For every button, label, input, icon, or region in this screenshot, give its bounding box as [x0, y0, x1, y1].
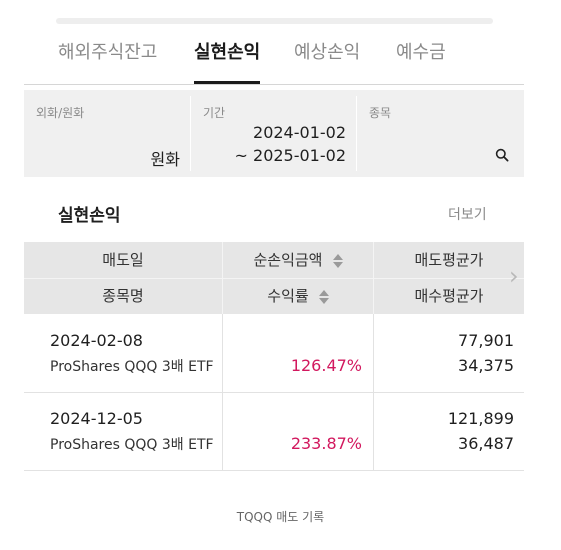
chevron-right-icon[interactable]: ›: [509, 262, 519, 290]
period-label: 기간: [203, 106, 226, 120]
row-sell-date: 2024-02-08: [50, 331, 143, 350]
section-title: 실현손익: [58, 206, 121, 226]
header-buy-avg-label: 매수평균가: [414, 287, 484, 305]
row-return-rate: 126.47%: [290, 356, 362, 375]
sort-icon[interactable]: [332, 253, 343, 269]
realized-pnl-table: 매도일 순손익금액 매도평균가 종목명 수익률 매수평균가 › 2024-02-…: [24, 242, 524, 471]
header-sell-date-label: 매도일: [102, 251, 144, 269]
more-link[interactable]: 더보기: [448, 207, 487, 223]
stock-label: 종목: [369, 106, 392, 120]
row-sell-avg: 77,901: [458, 331, 514, 350]
table-header: 매도일 순손익금액 매도평균가 종목명 수익률 매수평균가 ›: [24, 242, 524, 314]
row-sell-date: 2024-12-05: [50, 409, 143, 428]
header-stock-name: 종목명: [24, 278, 222, 314]
header-divider: [373, 242, 374, 314]
row-divider: [222, 392, 223, 470]
top-handle-bar: [56, 18, 493, 24]
row-buy-avg: 34,375: [458, 356, 514, 375]
currency-label: 외화/원화: [36, 106, 85, 120]
tab-overseas-balance[interactable]: 해외주식잔고: [58, 42, 158, 63]
row-divider: [222, 314, 223, 392]
header-sell-avg: 매도평균가: [374, 242, 524, 278]
sort-icon[interactable]: [318, 289, 329, 305]
header-buy-avg: 매수평균가: [374, 278, 524, 314]
row-sell-avg: 121,899: [447, 409, 514, 428]
header-sell-avg-label: 매도평균가: [414, 251, 484, 269]
period-end: ~ 2025-01-02: [234, 146, 346, 165]
header-divider: [222, 242, 223, 314]
period-filter[interactable]: 기간 2024-01-02 ~ 2025-01-02: [191, 90, 356, 177]
stock-filter[interactable]: 종목: [357, 90, 524, 177]
row-divider: [373, 314, 374, 392]
currency-filter[interactable]: 외화/원화 원화: [24, 90, 190, 177]
filter-divider: [190, 96, 191, 171]
header-divider: [24, 278, 524, 279]
row-return-rate: 233.87%: [290, 434, 362, 453]
table-row[interactable]: 2024-12-05 ProShares QQQ 3배 ETF 233.87% …: [24, 392, 524, 471]
search-icon[interactable]: [495, 148, 509, 162]
header-return-rate-label: 수익률: [267, 287, 309, 305]
header-net-profit-label: 순손익금액: [253, 251, 323, 269]
tab-expected-pnl[interactable]: 예상손익: [294, 42, 361, 63]
row-stock-name: ProShares QQQ 3배 ETF: [50, 437, 214, 453]
row-buy-avg: 36,487: [458, 434, 514, 453]
header-sell-date[interactable]: 매도일: [24, 242, 222, 278]
filter-divider: [356, 96, 357, 171]
tab-realized-pnl[interactable]: 실현손익: [194, 40, 261, 84]
filter-panel: 외화/원화 원화 기간 2024-01-02 ~ 2025-01-02 종목: [24, 90, 524, 177]
header-return-rate[interactable]: 수익률: [223, 278, 373, 314]
period-start: 2024-01-02: [253, 123, 346, 142]
row-divider: [373, 392, 374, 470]
tab-bar: 해외주식잔고 실현손익 예상손익 예수금: [24, 36, 524, 85]
header-stock-name-label: 종목명: [102, 287, 144, 305]
header-net-profit[interactable]: 순손익금액: [223, 242, 373, 278]
image-caption: TQQQ 매도 기록: [236, 510, 325, 524]
tab-deposit[interactable]: 예수금: [396, 42, 446, 63]
currency-value: 원화: [150, 150, 180, 169]
table-row[interactable]: 2024-02-08 ProShares QQQ 3배 ETF 126.47% …: [24, 314, 524, 393]
row-stock-name: ProShares QQQ 3배 ETF: [50, 359, 214, 375]
